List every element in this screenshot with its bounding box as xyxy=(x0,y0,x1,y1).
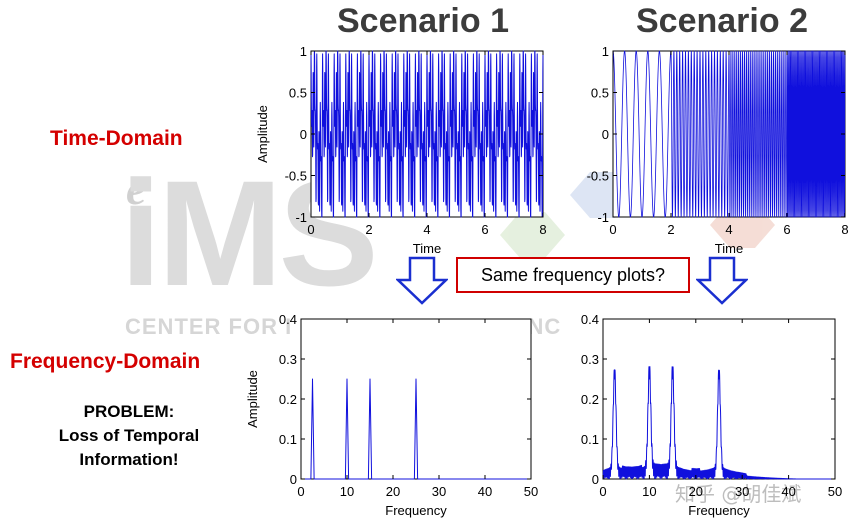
x-tick-label: 4 xyxy=(423,222,430,237)
time-domain-label: Time-Domain xyxy=(50,127,183,150)
x-tick-label: 0 xyxy=(297,484,304,499)
x-tick-label: 4 xyxy=(725,222,732,237)
y-tick-label: 0.4 xyxy=(279,312,297,327)
down-arrow-right xyxy=(696,256,748,305)
problem-line-2: Loss of Temporal xyxy=(58,426,200,445)
x-axis-label: Time xyxy=(413,241,441,256)
x-tick-label: 8 xyxy=(539,222,546,237)
y-tick-label: 0.5 xyxy=(591,86,609,101)
x-tick-label: 20 xyxy=(689,484,703,499)
scenario-1-title: Scenario 1 xyxy=(337,2,509,40)
y-tick-label: -0.5 xyxy=(587,169,609,184)
x-tick-label: 50 xyxy=(828,484,842,499)
y-tick-label: 0 xyxy=(592,472,599,487)
y-tick-label: -1 xyxy=(597,210,609,225)
y-tick-label: -1 xyxy=(295,210,307,225)
y-axis-label: Amplitude xyxy=(245,370,260,428)
zhihu-watermark: 知乎 @胡佳斌 xyxy=(675,482,802,506)
x-tick-label: 50 xyxy=(524,484,538,499)
watermark-e-letter: e xyxy=(126,163,147,214)
y-tick-label: 0 xyxy=(602,127,609,142)
x-tick-label: 2 xyxy=(667,222,674,237)
y-tick-label: 0.1 xyxy=(279,432,297,447)
series-line xyxy=(301,378,531,480)
frequency-domain-label: Frequency-Domain xyxy=(10,350,201,373)
y-tick-label: 1 xyxy=(602,44,609,59)
x-axis-label: Frequency xyxy=(385,503,447,518)
plot-frame xyxy=(602,318,836,480)
problem-note: PROBLEM: Loss of Temporal Information! xyxy=(20,400,238,472)
y-tick-label: 0.1 xyxy=(581,432,599,447)
y-tick-label: 0.2 xyxy=(581,392,599,407)
y-tick-label: 0.4 xyxy=(581,312,599,327)
x-tick-label: 20 xyxy=(386,484,400,499)
down-arrow-left xyxy=(396,256,448,305)
x-tick-label: 10 xyxy=(340,484,354,499)
x-tick-label: 2 xyxy=(365,222,372,237)
x-axis-label: Frequency xyxy=(688,503,750,518)
problem-line-1: PROBLEM: xyxy=(83,402,175,421)
x-axis-label: Time xyxy=(715,241,743,256)
y-tick-label: 0.3 xyxy=(581,352,599,367)
y-tick-label: 0.2 xyxy=(279,392,297,407)
y-tick-label: 0.3 xyxy=(279,352,297,367)
x-tick-label: 40 xyxy=(781,484,795,499)
problem-line-3: Information! xyxy=(79,450,179,469)
x-tick-label: 30 xyxy=(432,484,446,499)
x-tick-label: 6 xyxy=(783,222,790,237)
x-tick-label: 40 xyxy=(478,484,492,499)
y-axis-label: Amplitude xyxy=(255,105,270,163)
y-tick-label: 0 xyxy=(300,127,307,142)
same-frequency-callout: Same frequency plots? xyxy=(456,257,690,293)
x-tick-label: 8 xyxy=(841,222,848,237)
y-tick-label: 0 xyxy=(290,472,297,487)
y-tick-label: -0.5 xyxy=(285,169,307,184)
watermark-tagline-left: CENTER FOR I xyxy=(125,314,293,339)
x-tick-label: 0 xyxy=(307,222,314,237)
series-line xyxy=(602,366,836,480)
y-tick-label: 1 xyxy=(300,44,307,59)
x-tick-label: 30 xyxy=(735,484,749,499)
x-tick-label: 10 xyxy=(642,484,656,499)
x-tick-label: 0 xyxy=(599,484,606,499)
x-tick-label: 0 xyxy=(609,222,616,237)
x-tick-label: 6 xyxy=(481,222,488,237)
scenario-2-title: Scenario 2 xyxy=(636,2,808,40)
y-tick-label: 0.5 xyxy=(289,86,307,101)
